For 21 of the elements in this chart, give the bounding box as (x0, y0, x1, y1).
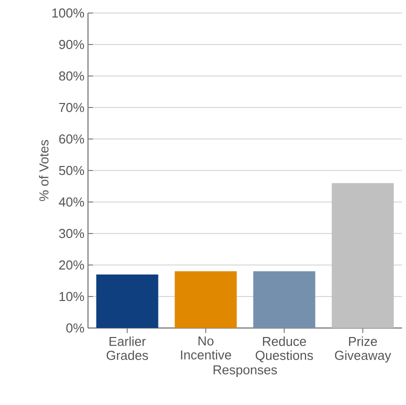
y-tick-label: 50% (59, 166, 84, 176)
y-tick-label: 40% (58, 197, 84, 207)
bar (253, 271, 316, 328)
y-tick-label: 80% (59, 71, 84, 81)
bar (96, 274, 158, 328)
bar (332, 183, 394, 328)
bar (174, 271, 237, 328)
y-axis-title: % of Votes (39, 140, 49, 201)
y-tick-label: 20% (59, 260, 84, 270)
y-tick-label: 60% (59, 134, 84, 144)
x-axis-title: Responses (214, 365, 277, 377)
x-tick-label: Prize Giveaway (334, 336, 392, 363)
y-tick-label: 90% (59, 40, 84, 50)
y-tick-label: 30% (59, 228, 84, 238)
x-tick-label: No Incentive (181, 336, 232, 360)
y-tick-label: 100% (52, 8, 84, 18)
y-tick-label: 10% (60, 292, 84, 302)
y-tick-label: 70% (59, 102, 84, 112)
y-tick-label: 0% (66, 323, 84, 333)
x-tick-label: Earlier Grades (106, 336, 148, 360)
x-tick-label: Reduce Questions (256, 336, 313, 362)
